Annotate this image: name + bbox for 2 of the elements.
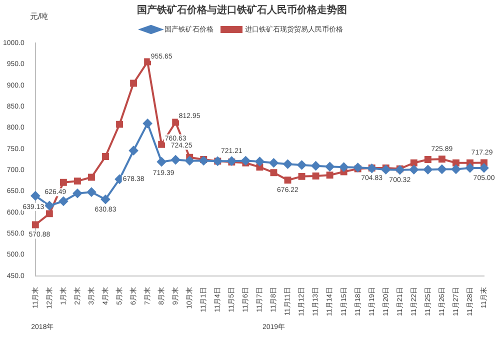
chart-title: 国产铁矿石价格与进口铁矿石人民币价格走势图 (137, 4, 347, 16)
y-axis-title: 元/吨 (30, 12, 48, 22)
